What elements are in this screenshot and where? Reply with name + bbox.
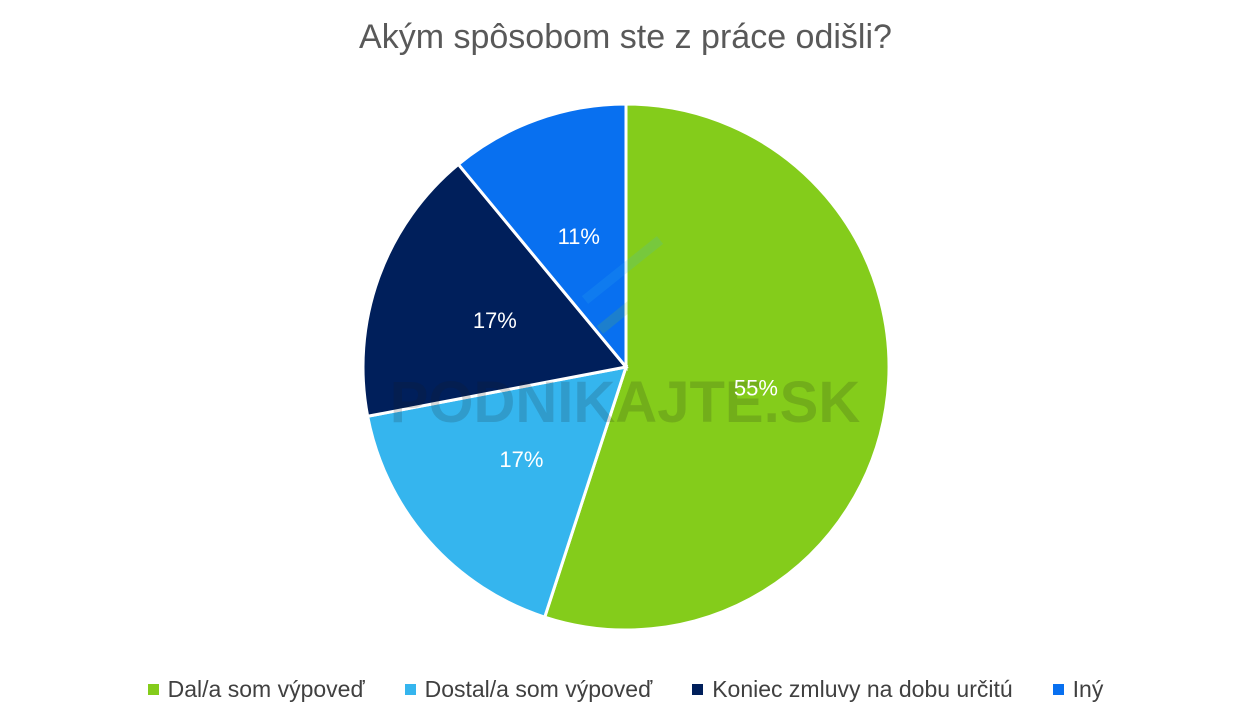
legend-swatch [147,684,159,695]
legend-item-2: Dostal/a som výpoveď [404,676,653,703]
chart-title: Akým spôsobom ste z práce odišli? [359,18,892,56]
pie-slice-4 [456,102,628,372]
legend-label: Iný [1072,676,1104,702]
data-labels: 55% 17% 17% 11% [473,224,778,472]
legend-item-1: Dal/a som výpoveď [147,676,365,703]
legend-swatch [404,684,416,695]
pie-slice-1 [542,102,891,632]
legend-item-4: Iný [1052,676,1104,703]
legend-item-3: Koniec zmluvy na dobu určitú [692,676,1013,703]
legend-swatch [692,684,704,695]
data-label-2: 17% [499,447,543,472]
legend-swatch [1052,684,1064,695]
pie-slice-3 [361,162,629,419]
pie-slice-2 [365,365,629,620]
data-label-3: 17% [473,308,517,333]
legend-label: Dostal/a som výpoveď [424,676,653,702]
pie-slices [361,102,891,632]
watermark-logo: PODNIKAJTE.SK [390,236,861,435]
data-label-4: 11% [558,224,600,249]
legend-label: Koniec zmluvy na dobu určitú [712,676,1013,702]
watermark-text: PODNIKAJTE.SK [390,370,861,435]
legend: Dal/a som výpoveď Dostal/a som výpoveď Kon… [0,676,1251,703]
data-label-1: 55% [734,376,778,401]
legend-label: Dal/a som výpoveď [167,676,365,702]
